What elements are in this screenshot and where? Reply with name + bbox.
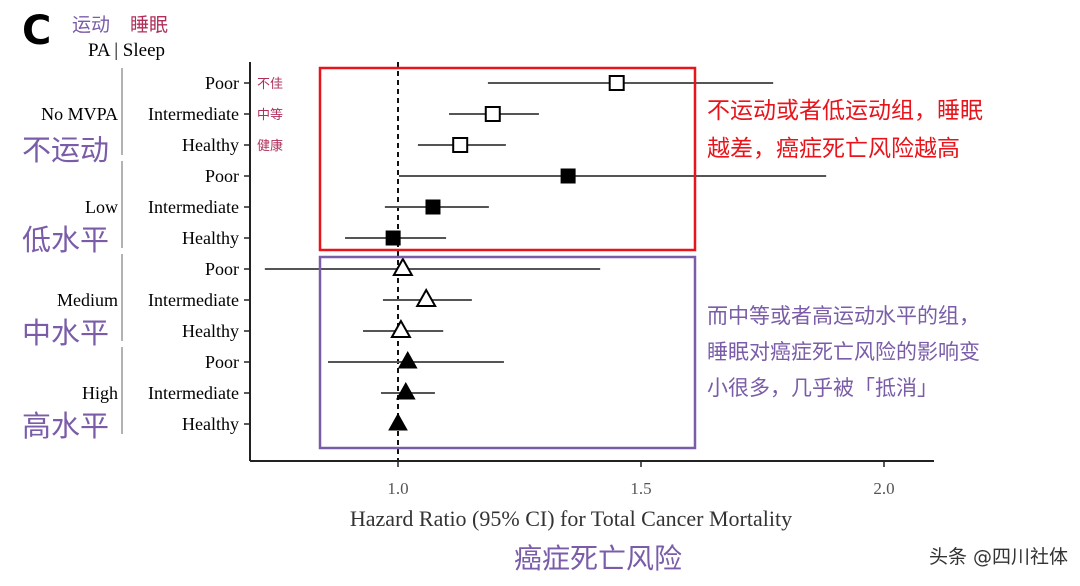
point-marker-square [452, 137, 469, 153]
group-label: Low [85, 197, 118, 217]
point-marker-triangle [388, 412, 408, 431]
x-tick-label: 1.0 [387, 479, 408, 498]
point-marker-triangle [392, 256, 414, 276]
panel-letter: C [22, 8, 51, 54]
x-axis-title-cn: 癌症死亡风险 [514, 542, 682, 575]
purple-annotation-line-3: 小很多，几乎被「抵消」 [707, 376, 938, 400]
x-axis-title: Hazard Ratio (95% CI) for Total Cancer M… [350, 506, 792, 531]
rows-layer: No MVPA 不运动 Poor 不佳 Intermediate 中等 Healthy 健康 L… [22, 62, 827, 461]
sleep-label-cn: 不佳 [257, 77, 283, 92]
row-label: Healthy [182, 135, 239, 155]
row-label: Poor [205, 259, 239, 279]
sleep-label-cn: 健康 [257, 138, 283, 154]
watermark: 头条 @四川社体 [929, 546, 1068, 568]
x-ticks: 1.0 1.5 2.0 [387, 461, 895, 498]
point-marker-square [484, 106, 501, 122]
x-tick-label: 2.0 [873, 479, 894, 498]
x-tick-label: 1.5 [630, 479, 651, 498]
point-marker-triangle [397, 350, 418, 369]
point-marker-square [425, 199, 441, 215]
point-marker-triangle [390, 318, 412, 338]
row-label: Intermediate [148, 383, 239, 403]
red-highlight-box [318, 66, 697, 252]
column-header: PA | Sleep [88, 40, 165, 61]
group-label-cn: 低水平 [22, 223, 109, 257]
group-label-cn: 高水平 [22, 409, 109, 443]
row-label: Intermediate [148, 197, 239, 217]
row-label: Healthy [182, 228, 239, 248]
point-marker-triangle [415, 287, 437, 307]
sleep-label-cn: 中等 [257, 107, 283, 123]
group-label: High [82, 383, 118, 403]
purple-annotation-line-2: 睡眠对癌症死亡风险的影响变 [707, 340, 980, 364]
row-label: Poor [205, 73, 239, 93]
group-label: No MVPA [41, 104, 118, 124]
red-annotation-line-1: 不运动或者低运动组，睡眠 [707, 98, 983, 124]
group-label-cn: 不运动 [22, 133, 109, 167]
pa-cn-label: 运动 [72, 14, 110, 36]
group-label: Medium [57, 290, 118, 310]
sleep-cn-label: 睡眠 [130, 14, 168, 36]
purple-highlight-box [318, 255, 697, 450]
point-marker-square [560, 168, 576, 184]
row-label: Healthy [182, 321, 239, 341]
row-label: Poor [205, 166, 239, 186]
row-label: Intermediate [148, 290, 239, 310]
purple-annotation-line-1: 而中等或者高运动水平的组， [707, 304, 980, 328]
point-marker-triangle [395, 381, 416, 400]
red-annotation-line-2: 越差，癌症死亡风险越高 [707, 136, 960, 162]
point-marker-square [385, 230, 401, 246]
row-label: Intermediate [148, 104, 239, 124]
row-label: Poor [205, 352, 239, 372]
row-label: Healthy [182, 414, 239, 434]
point-marker-square [608, 75, 625, 91]
group-label-cn: 中水平 [22, 316, 109, 350]
